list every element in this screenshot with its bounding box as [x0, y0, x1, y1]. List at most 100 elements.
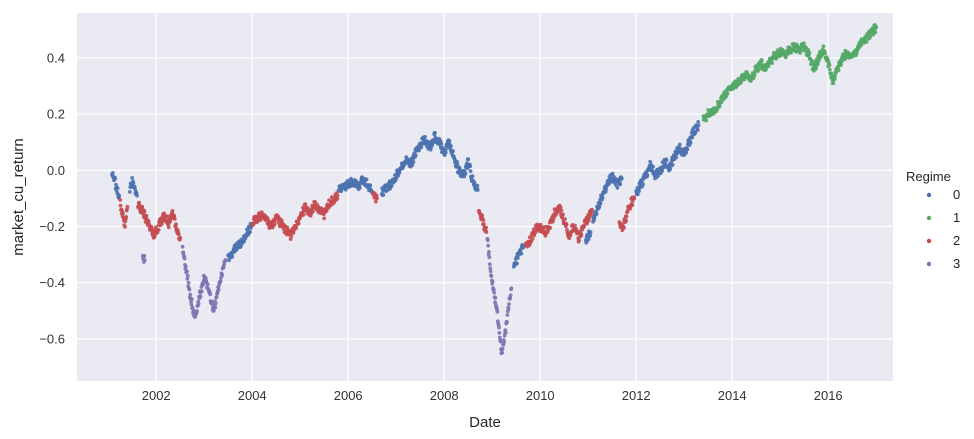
data-point — [637, 189, 641, 194]
data-point — [125, 204, 130, 209]
data-point — [563, 217, 567, 221]
data-point — [502, 340, 507, 344]
data-point — [594, 212, 599, 216]
data-point — [118, 203, 123, 208]
data-point — [821, 44, 826, 49]
data-point — [190, 305, 195, 310]
data-point — [831, 81, 836, 86]
legend-label: 1 — [953, 210, 960, 225]
x-tick-label: 2016 — [814, 388, 843, 403]
data-point — [239, 244, 243, 249]
data-point — [289, 234, 294, 239]
data-point — [187, 287, 192, 292]
data-point — [864, 40, 869, 44]
data-point — [443, 150, 448, 155]
data-point — [574, 227, 579, 231]
data-points — [110, 23, 879, 356]
data-point — [182, 256, 187, 261]
data-point — [487, 262, 492, 266]
data-point — [717, 103, 722, 108]
data-point — [579, 233, 584, 237]
data-point — [159, 221, 164, 226]
data-point — [503, 330, 508, 335]
data-point — [123, 225, 127, 229]
data-point — [630, 203, 635, 208]
data-point — [303, 202, 308, 207]
y-axis-ticks: −0.6 −0.4 −0.2 0.0 0.2 0.4 — [39, 50, 65, 346]
data-point — [618, 182, 623, 187]
data-point — [124, 215, 129, 219]
data-point — [801, 41, 806, 46]
data-point — [874, 25, 879, 29]
data-point — [130, 176, 135, 180]
data-point — [589, 211, 594, 216]
data-point — [548, 226, 553, 230]
data-point — [216, 287, 221, 292]
data-point — [836, 68, 841, 73]
data-point — [615, 185, 620, 190]
data-point — [176, 232, 181, 237]
data-point — [335, 193, 340, 198]
data-point — [335, 196, 340, 201]
data-point — [135, 193, 139, 198]
data-point — [186, 280, 191, 285]
data-point — [815, 61, 820, 66]
data-point — [220, 273, 225, 278]
legend-marker — [926, 238, 932, 244]
data-point — [394, 176, 399, 181]
data-point — [165, 214, 170, 219]
data-point — [487, 250, 491, 254]
data-point — [313, 200, 318, 205]
legend-marker — [926, 261, 932, 267]
data-point — [413, 153, 418, 158]
data-point — [859, 43, 863, 48]
y-tick-label: −0.6 — [39, 331, 65, 346]
data-point — [463, 171, 468, 176]
data-point — [752, 73, 757, 77]
data-point — [592, 215, 597, 220]
data-point — [505, 313, 510, 317]
data-point — [567, 236, 572, 241]
data-point — [468, 169, 473, 174]
data-point — [493, 296, 498, 300]
x-tick-label: 2002 — [142, 388, 171, 403]
x-tick-label: 2014 — [718, 388, 747, 403]
data-point — [218, 279, 223, 284]
y-tick-label: 0.4 — [47, 50, 65, 65]
data-point — [180, 244, 185, 249]
data-point — [272, 222, 277, 227]
data-point — [172, 214, 177, 218]
data-point — [491, 287, 496, 292]
data-point — [311, 209, 315, 214]
data-point — [827, 67, 832, 72]
data-point — [451, 149, 455, 154]
data-point — [481, 218, 486, 223]
data-point — [521, 244, 526, 249]
legend-label: 3 — [953, 256, 960, 271]
data-point — [684, 150, 689, 155]
data-point — [577, 238, 581, 243]
data-point — [756, 68, 761, 72]
data-point — [488, 269, 493, 274]
x-axis-ticks: 2002 2004 2006 2008 2010 2012 2014 2016 — [142, 388, 843, 403]
data-point — [597, 204, 602, 209]
y-tick-label: −0.4 — [39, 275, 65, 290]
data-point — [500, 346, 505, 351]
data-point — [115, 186, 120, 191]
data-point — [817, 58, 821, 63]
data-point — [121, 211, 125, 216]
data-point — [301, 212, 306, 217]
data-point — [368, 183, 373, 188]
data-point — [439, 141, 444, 146]
data-point — [873, 30, 878, 34]
data-point — [276, 221, 281, 225]
data-point — [772, 50, 777, 55]
data-point — [466, 157, 471, 162]
data-point — [538, 222, 543, 227]
data-point — [515, 261, 519, 266]
data-point — [166, 225, 171, 230]
data-point — [641, 182, 645, 187]
regime-2-points — [118, 190, 637, 249]
data-point — [507, 302, 511, 306]
data-point — [814, 65, 819, 70]
